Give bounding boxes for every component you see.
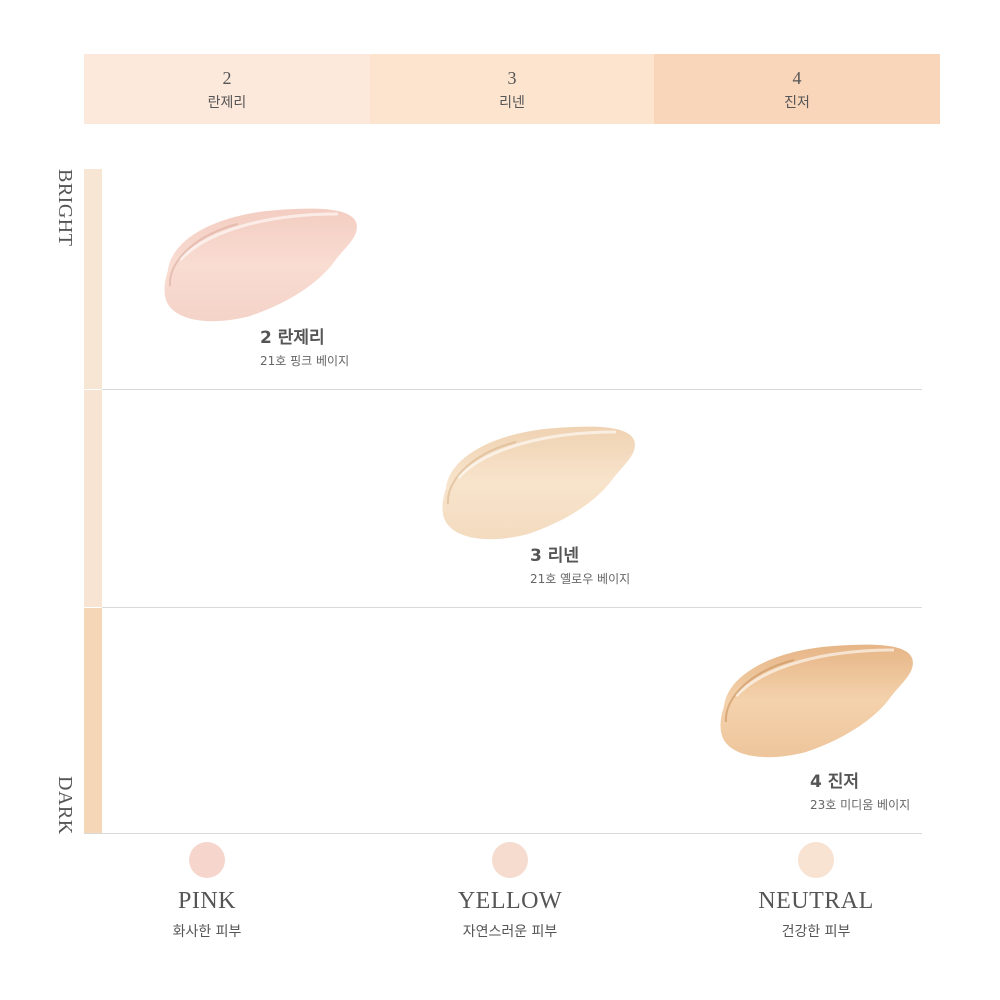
tone-desc: 자연스러운 피부 [462,924,558,940]
header-cell-linen: 3 리넨 [370,54,654,124]
tone-name: PINK [177,888,236,914]
header-name: 진저 [784,95,810,111]
tone-label-neutral: NEUTRAL 건강한 피부 [706,888,926,941]
tone-name: YELLOW [457,888,563,914]
swatch-label-lingerie: 2 란제리 21호 핑크 베이지 [260,323,349,369]
axis-label-bright: BRIGHT [54,169,76,247]
swatch-subtitle: 21호 옐로우 베이지 [530,572,631,586]
tone-desc: 건강한 피부 [781,924,851,940]
tone-dot-yellow [492,842,528,878]
swatch-label-linen: 3 리넨 21호 옐로우 베이지 [530,541,630,587]
header-name: 란제리 [207,95,247,111]
brightness-bar-mid [84,390,102,607]
tone-dot-pink [189,842,225,878]
tone-dot-neutral [798,842,834,878]
brightness-bar-dark [84,608,102,833]
swatch-label-ginger: 4 진저 23호 미디움 베이지 [810,767,910,813]
header-number: 4 [792,68,802,88]
header-number: 2 [222,68,232,88]
swatch-ginger [720,644,913,758]
swatch-lingerie [164,208,357,322]
swatch-title: 2 란제리 [260,328,325,348]
brightness-bar-bright [84,169,102,389]
header-name: 리넨 [499,95,525,111]
swatch-subtitle: 21호 핑크 베이지 [260,354,350,368]
swatch-title: 3 리넨 [530,546,580,566]
tone-name: NEUTRAL [758,888,874,914]
header-cell-lingerie: 2 란제리 [84,54,370,124]
swatch-title: 4 진저 [810,772,860,792]
tone-label-pink: PINK 화사한 피부 [97,888,317,941]
axis-label-dark: DARK [54,776,76,835]
swatch-subtitle: 23호 미디움 베이지 [810,798,911,812]
row-divider [102,607,922,608]
tone-desc: 화사한 피부 [172,924,242,940]
tone-label-yellow: YELLOW 자연스러운 피부 [400,888,620,941]
header-cell-ginger: 4 진저 [654,54,940,124]
row-divider [84,833,922,834]
row-divider [102,389,922,390]
header-number: 3 [507,68,517,88]
swatch-linen [442,426,635,540]
